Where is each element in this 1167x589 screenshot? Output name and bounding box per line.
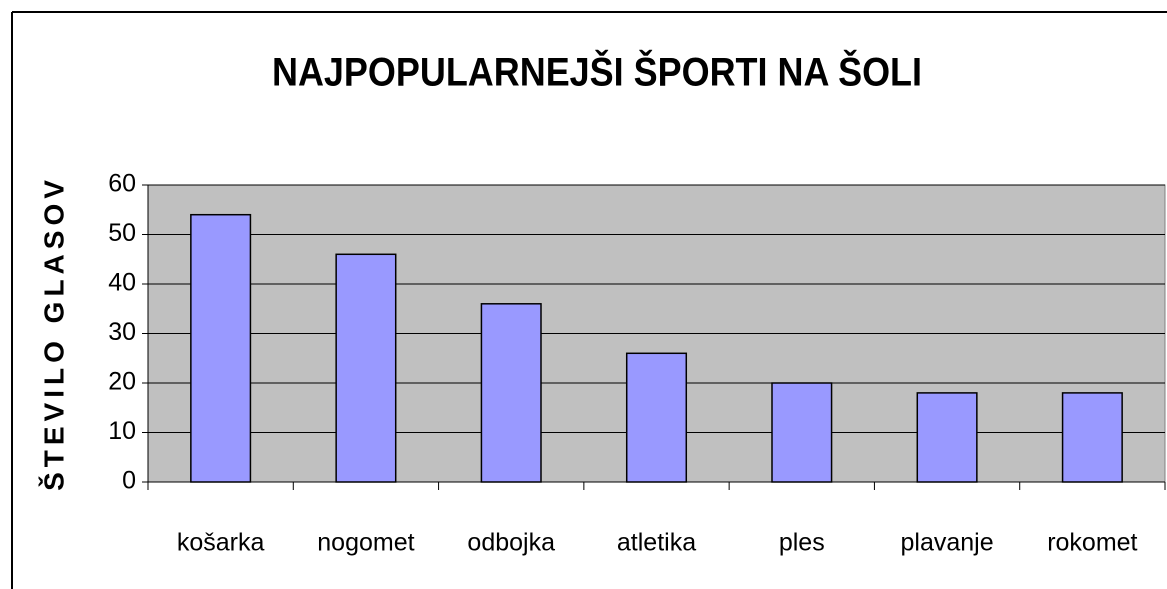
chart-title: NAJPOPULARNEJŠI ŠPORTI NA ŠOLI: [272, 49, 922, 95]
x-tick-label: nogomet: [317, 529, 414, 557]
x-tick-label: odbojka: [467, 529, 555, 557]
y-tick-label: 10: [108, 417, 136, 445]
bar: [916, 392, 978, 483]
y-tick-label: 20: [108, 368, 136, 396]
x-tick-label: atletika: [617, 529, 696, 557]
x-tick-label: rokomet: [1047, 529, 1137, 557]
y-tick-label: 0: [122, 467, 136, 495]
y-axis-label: ŠTEVILO GLASOV: [37, 175, 69, 491]
y-tick-label: 30: [108, 318, 136, 346]
y-tick-label: 50: [108, 219, 136, 247]
bar: [771, 382, 833, 483]
y-tick-label: 60: [108, 170, 136, 198]
x-tick-label: košarka: [177, 529, 265, 557]
y-tick-label: 40: [108, 269, 136, 297]
x-tick-label: plavanje: [901, 529, 994, 557]
x-tick-label: ples: [779, 529, 825, 557]
bar: [335, 253, 397, 483]
bar: [190, 213, 252, 483]
bar: [480, 303, 542, 483]
bar: [1061, 392, 1123, 483]
bar: [625, 352, 688, 483]
